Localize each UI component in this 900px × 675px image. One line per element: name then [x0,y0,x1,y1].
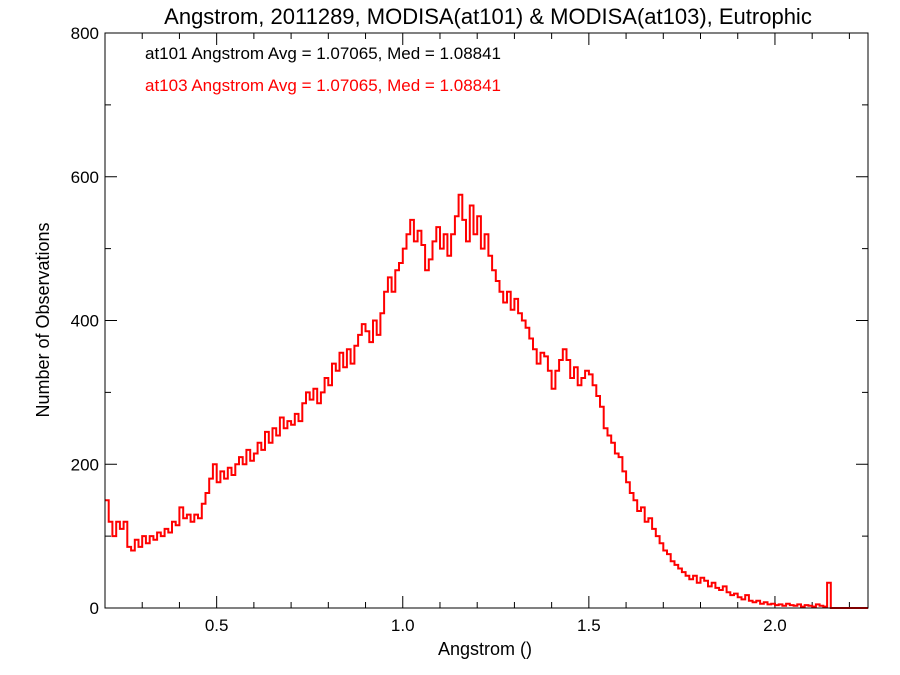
axis-ticks: 0.5 1.0 1.5 2.0 0 200 400 600 800 [71,24,868,635]
chart-title: Angstrom, 2011289, MODISA(at101) & MODIS… [164,4,812,29]
y-tick-label: 0 [90,599,99,618]
y-axis-label: Number of Observations [33,222,53,417]
plot-frame [104,32,869,609]
histogram-series-0 [105,193,868,609]
x-tick-label: 0.5 [205,616,229,635]
y-tick-label: 800 [71,24,99,43]
y-tick-label: 600 [71,168,99,187]
x-tick-label: 1.0 [391,616,415,635]
annotation-at101: at101 Angstrom Avg = 1.07065, Med = 1.08… [145,44,501,63]
x-tick-label: 1.5 [577,616,601,635]
x-tick-label: 2.0 [763,616,787,635]
y-tick-label: 200 [71,455,99,474]
y-tick-label: 400 [71,312,99,331]
annotation-at103: at103 Angstrom Avg = 1.07065, Med = 1.08… [145,76,501,95]
series-layer [105,193,868,609]
x-axis-label: Angstrom () [438,639,532,659]
